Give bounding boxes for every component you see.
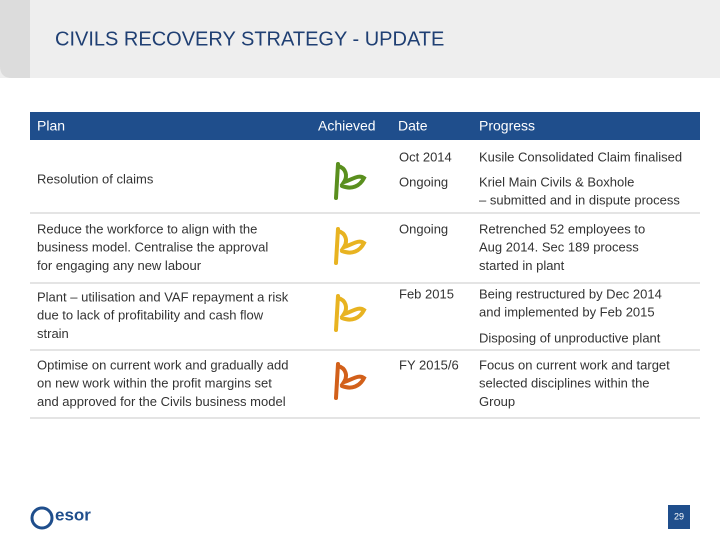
column-header: Progress — [479, 118, 535, 134]
status-flag — [334, 294, 367, 332]
title-band — [0, 0, 720, 78]
cell-text: Optimise on current work and gradually a… — [37, 357, 288, 372]
logo-icon — [30, 506, 54, 530]
title-accent — [0, 0, 30, 78]
cell-text: strain — [37, 326, 69, 341]
cell-text: on new work within the profit margins se… — [37, 376, 272, 391]
cell-text: Disposing of unproductive plant — [479, 330, 661, 345]
cell-text: Reduce the workforce to align with the — [37, 221, 257, 236]
cell-text: Oct 2014 — [399, 149, 452, 164]
column-header: Date — [398, 118, 428, 134]
cell-text: Kusile Consolidated Claim finalised — [479, 149, 682, 164]
cell-text: Feb 2015 — [399, 286, 454, 301]
status-flag — [334, 162, 367, 200]
status-flag — [334, 362, 367, 400]
logo-text: esor — [55, 505, 91, 524]
logo: esor — [30, 505, 91, 530]
cell-text: FY 2015/6 — [399, 357, 459, 372]
cell-text: Focus on current work and target — [479, 357, 670, 372]
column-header: Plan — [37, 118, 65, 134]
cell-text: Plant – utilisation and VAF repayment a … — [37, 289, 289, 304]
page-number: 29 — [674, 511, 684, 521]
cell-text: and implemented by Feb 2015 — [479, 305, 655, 320]
status-flag — [334, 227, 367, 265]
cell-text: for engaging any new labour — [37, 258, 202, 273]
cell-text: Kriel Main Civils & Boxhole — [479, 174, 634, 189]
cell-text: Ongoing — [399, 174, 448, 189]
title: CIVILS RECOVERY STRATEGY - UPDATE — [55, 28, 444, 50]
cell-text: Being restructured by Dec 2014 — [479, 286, 662, 301]
cell-text: Aug 2014. Sec 189 process — [479, 240, 639, 255]
cell-text: Resolution of claims — [37, 171, 154, 186]
cell-text: due to lack of profitability and cash fl… — [37, 308, 264, 323]
cell-text: selected disciplines within the — [479, 376, 650, 391]
cell-text: started in plant — [479, 258, 565, 273]
column-header: Achieved — [318, 118, 376, 134]
cell-text: – submitted and in dispute process — [479, 193, 680, 208]
cell-text: Group — [479, 394, 515, 409]
cell-text: Ongoing — [399, 221, 448, 236]
cell-text: and approved for the Civils business mod… — [37, 394, 286, 409]
cell-text: Retrenched 52 employees to — [479, 221, 645, 236]
table-header — [30, 112, 700, 140]
cell-text: business model. Centralise the approval — [37, 240, 268, 255]
page-number-box — [668, 505, 690, 529]
